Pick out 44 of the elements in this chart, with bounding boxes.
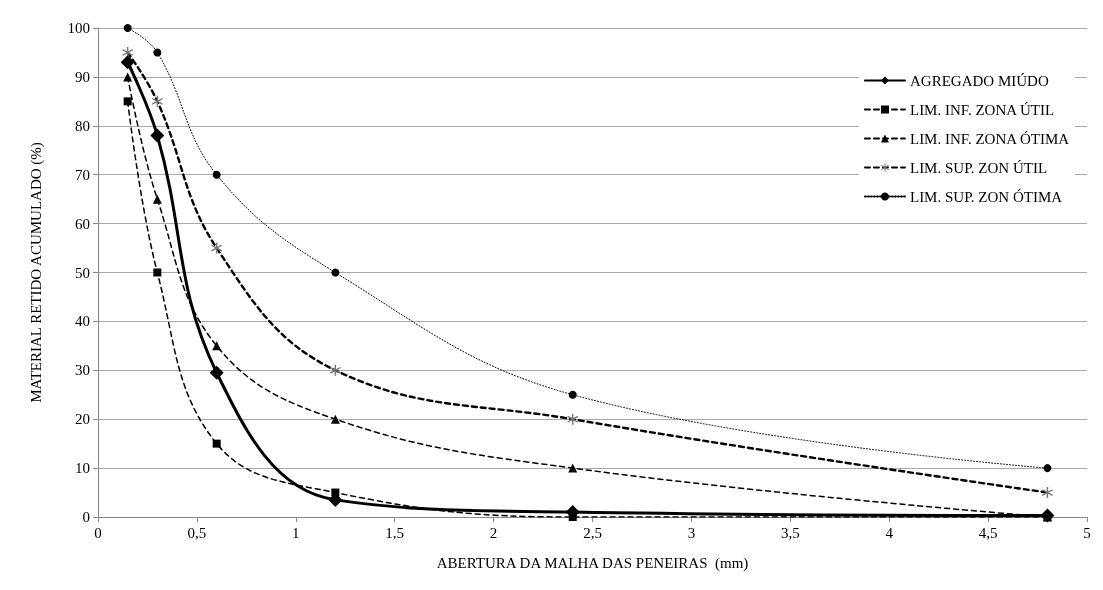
point (120, 55, 135, 70)
x-tick-label: 5 (1083, 524, 1091, 541)
y-tick-label: 30 (75, 362, 90, 379)
x-tick-label: 3,5 (780, 524, 800, 541)
x-axis-title: ABERTURA DA MALHA DAS PENEIRAS (mm) (436, 554, 749, 572)
y-tick-label: 60 (75, 215, 90, 232)
x-tick-label: 4,5 (978, 524, 998, 541)
x-tick-label: 2,5 (583, 524, 602, 541)
point (331, 268, 340, 277)
x-tick-label: 4 (885, 524, 894, 541)
point (212, 439, 221, 448)
point (212, 170, 221, 179)
point (150, 128, 165, 143)
x-tick-label: 0 (94, 524, 102, 541)
point (123, 97, 132, 106)
y-tick-label: 50 (75, 264, 90, 281)
y-tick-label: 90 (75, 68, 90, 85)
point (153, 268, 162, 277)
y-tick-label: 0 (82, 509, 90, 525)
legend-label: LIM. SUP. ZON ÓTIMA (909, 188, 1063, 205)
point (1043, 464, 1052, 473)
y-tick-label: 80 (75, 117, 90, 134)
y-tick-label: 100 (67, 20, 90, 36)
legend-label: LIM. SUP. ZON ÚTIL (909, 159, 1048, 176)
point (568, 463, 578, 473)
x-tick-label: 1,5 (385, 524, 405, 541)
point (152, 194, 162, 204)
y-tick-label: 10 (75, 460, 90, 477)
y-tick-label: 70 (75, 166, 90, 183)
point (568, 390, 577, 399)
legend-label: AGREGADO MIÚDO (909, 72, 1049, 89)
point (123, 24, 132, 32)
y-tick-label: 20 (75, 411, 90, 428)
point (330, 414, 340, 424)
x-tick-label: 2 (489, 524, 498, 541)
x-tick-label: 0,5 (187, 524, 207, 541)
legend-label: LIM. INF. ZONA ÓTIMA (909, 130, 1070, 147)
point (209, 365, 224, 380)
y-tick-label: 40 (75, 313, 90, 330)
x-tick-label: 3 (687, 524, 696, 541)
x-tick-label: 1 (292, 524, 300, 541)
legend-label: LIM. INF. ZONA ÚTIL (909, 101, 1055, 118)
point (153, 48, 162, 57)
y-axis-title: MATERIAL RETIDO ACUMULADO (%) (27, 142, 45, 403)
